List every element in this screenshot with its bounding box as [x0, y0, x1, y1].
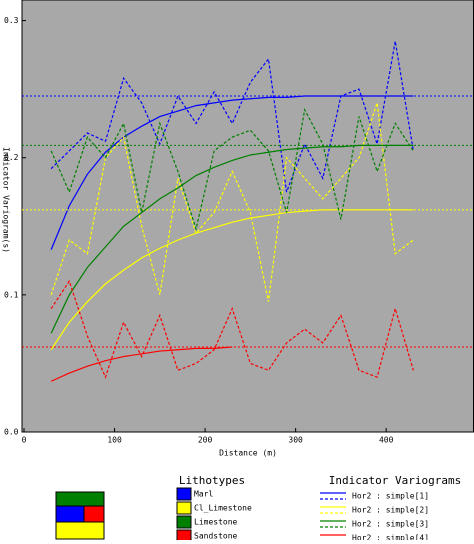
y-axis-label: Indicator Variogram(s) — [2, 147, 11, 253]
lithotypes-title: Lithotypes — [179, 474, 245, 487]
x-tick-label: 100 — [107, 436, 122, 445]
experimental-line — [50, 107, 414, 232]
legend-label: Hor2 : simple[3] — [352, 520, 429, 529]
model-line — [50, 144, 414, 334]
plot-area — [22, 0, 474, 432]
legend-label: Hor2 : simple[1] — [352, 492, 429, 501]
legend-label: Cl_Limestone — [194, 504, 252, 513]
experimental-line — [50, 41, 414, 193]
legend-swatch — [176, 529, 192, 543]
y-tick-label: 0.0 — [4, 428, 19, 437]
y-tick-label: 0.1 — [4, 290, 19, 299]
legend-swatch — [176, 515, 192, 529]
legend-label: Limestone — [194, 518, 238, 527]
model-line — [50, 346, 233, 382]
variograms-title: Indicator Variograms — [329, 474, 461, 487]
y-tick-label: 0.3 — [4, 16, 19, 25]
x-tick-label: 300 — [288, 436, 303, 445]
x-tick-label: 200 — [198, 436, 213, 445]
proportion-diagram — [55, 491, 105, 540]
legend-swatch — [176, 487, 192, 501]
x-axis-label: Distance (m) — [219, 449, 277, 458]
x-tick-label: 400 — [379, 436, 394, 445]
legend-swatch — [176, 501, 192, 515]
y-tick-label: 0.2 — [4, 153, 19, 162]
legend-label: Hor2 : simple[2] — [352, 506, 429, 515]
x-tick-label: 0 — [22, 436, 27, 445]
legend-label: Hor2 : simple[4] — [352, 534, 429, 541]
legend-label: Marl — [194, 490, 213, 499]
experimental-line — [50, 279, 414, 379]
model-line — [50, 209, 414, 351]
experimental-line — [50, 102, 414, 302]
legend-label: Sandstone — [194, 532, 238, 541]
